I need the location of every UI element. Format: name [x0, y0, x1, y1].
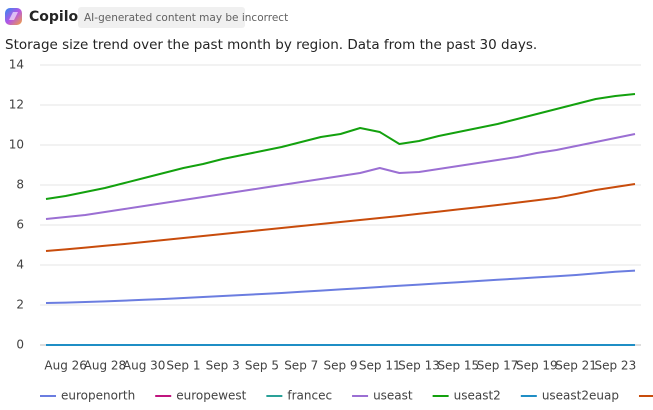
- x-tick-label: Aug 30: [123, 359, 166, 373]
- y-tick-label: 2: [16, 298, 24, 312]
- app-name: Copilot: [29, 9, 85, 25]
- x-tick-label: Sep 19: [516, 359, 558, 373]
- x-tick-label: Sep 13: [398, 359, 440, 373]
- y-tick-label: 0: [16, 338, 24, 352]
- y-tick-label: 14: [9, 58, 24, 72]
- x-tick-label: Sep 15: [437, 359, 479, 373]
- x-tick-label: Sep 11: [359, 359, 401, 373]
- legend-label: europewest: [176, 389, 246, 403]
- legend-label: useast: [373, 389, 413, 403]
- badge-bg: [78, 7, 245, 28]
- x-tick-label: Sep 9: [323, 359, 357, 373]
- series-line: [45, 269, 636, 304]
- y-tick-label: 12: [9, 98, 24, 112]
- chart-title: Storage size trend over the past month b…: [5, 37, 537, 53]
- series-line: [45, 183, 636, 252]
- x-tick-label: Sep 7: [284, 359, 318, 373]
- y-tick-label: 6: [16, 218, 24, 232]
- legend-label: europenorth: [61, 389, 135, 403]
- series-line: [45, 133, 636, 220]
- x-tick-label: Sep 5: [245, 359, 279, 373]
- y-tick-label: 4: [16, 258, 24, 272]
- x-tick-label: Sep 3: [206, 359, 240, 373]
- x-tick-label: Aug 28: [84, 359, 127, 373]
- y-tick-label: 10: [9, 138, 24, 152]
- y-tick-label: 8: [16, 178, 24, 192]
- x-tick-label: Aug 26: [44, 359, 87, 373]
- legend-label: francec: [287, 389, 332, 403]
- x-tick-label: Sep 17: [477, 359, 519, 373]
- copilot-logo: [5, 8, 22, 25]
- legend-label: useast2: [454, 389, 501, 403]
- badge: AI-generated content may be incorrect: [84, 12, 288, 24]
- x-tick-label: Sep 1: [166, 359, 200, 373]
- legend-label: useast2euap: [542, 389, 619, 403]
- series-line: [45, 93, 636, 200]
- x-tick-label: Sep 21: [555, 359, 597, 373]
- x-tick-label: Sep 23: [595, 359, 637, 373]
